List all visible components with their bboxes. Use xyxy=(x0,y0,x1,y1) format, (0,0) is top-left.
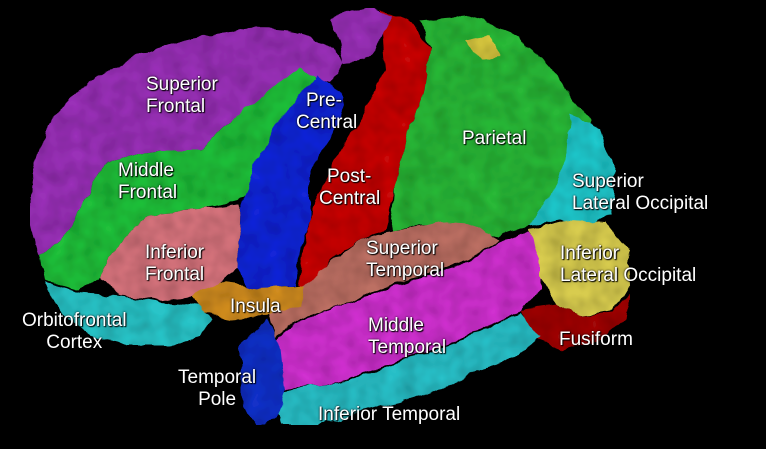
label-parietal: Parietal xyxy=(462,128,526,150)
label-middle-frontal-line2: Frontal xyxy=(118,182,178,203)
label-superior-frontal-line1: Superior xyxy=(146,74,218,95)
label-inferior-temporal: Inferior Temporal xyxy=(318,404,460,426)
region-orbitofrontal xyxy=(45,282,215,345)
label-orbitofrontal-line2: Cortex xyxy=(46,332,103,353)
label-inferior-frontal: Inferior Frontal xyxy=(145,242,204,286)
label-insula: Insula xyxy=(230,296,281,318)
label-temporal-pole-line1: Temporal xyxy=(178,367,257,388)
label-superior-lateral-occipital-line1: Superior xyxy=(572,171,644,192)
label-middle-temporal-line1: Middle xyxy=(368,315,424,336)
label-inferior-temporal-line1: Inferior Temporal xyxy=(318,404,461,425)
label-middle-frontal-line1: Middle xyxy=(118,160,174,181)
label-inferior-frontal-line1: Inferior xyxy=(145,242,205,263)
label-postcentral: Post- Central xyxy=(319,166,380,210)
label-precentral-line1: Pre- xyxy=(306,90,342,111)
region-inferior-lateral-occipital xyxy=(530,220,630,315)
region-middle-temporal xyxy=(275,230,540,390)
label-superior-frontal: Superior Frontal xyxy=(146,74,218,118)
label-precentral-line2: Central xyxy=(296,112,358,133)
label-superior-lateral-occipital-line2: Lateral Occipital xyxy=(572,193,709,214)
region-yellow-patch-top xyxy=(465,35,500,62)
label-fusiform-line1: Fusiform xyxy=(559,329,633,350)
label-superior-temporal: Superior Temporal xyxy=(366,238,444,282)
label-middle-temporal: Middle Temporal xyxy=(368,315,446,359)
label-inferior-lateral-occipital-line1: Inferior xyxy=(560,243,620,264)
label-postcentral-line1: Post- xyxy=(327,166,372,187)
region-precentral xyxy=(238,75,345,290)
region-temporal-pole xyxy=(240,320,285,425)
label-middle-temporal-line2: Temporal xyxy=(368,337,447,358)
region-middle-frontal xyxy=(40,70,318,290)
label-superior-lateral-occipital: Superior Lateral Occipital xyxy=(572,171,708,215)
region-fusiform xyxy=(520,295,628,350)
label-precentral: Pre- Central xyxy=(296,90,357,134)
label-postcentral-line2: Central xyxy=(319,188,381,209)
label-fusiform: Fusiform xyxy=(559,329,633,351)
region-inferior-temporal xyxy=(270,312,540,425)
label-orbitofrontal-line1: Orbitofrontal xyxy=(22,310,127,331)
region-superior-lateral-occipital xyxy=(530,115,615,225)
label-orbitofrontal: Orbitofrontal Cortex xyxy=(22,310,127,354)
label-insula-line1: Insula xyxy=(230,296,281,317)
label-temporal-pole-line2: Pole xyxy=(198,389,237,410)
label-temporal-pole: Temporal Pole xyxy=(178,367,256,411)
label-inferior-lateral-occipital-line2: Lateral Occipital xyxy=(560,265,697,286)
region-inferior-frontal xyxy=(100,205,240,300)
region-parietal xyxy=(390,15,590,235)
label-superior-temporal-line1: Superior xyxy=(366,238,438,259)
region-insula xyxy=(190,282,305,318)
region-paracentral xyxy=(330,8,390,62)
label-inferior-lateral-occipital: Inferior Lateral Occipital xyxy=(560,243,696,287)
label-parietal-line1: Parietal xyxy=(462,128,527,149)
label-inferior-frontal-line2: Frontal xyxy=(145,264,205,285)
region-postcentral xyxy=(298,10,430,285)
region-superior-frontal xyxy=(30,28,345,256)
label-middle-frontal: Middle Frontal xyxy=(118,160,177,204)
label-superior-frontal-line2: Frontal xyxy=(146,96,206,117)
region-superior-temporal xyxy=(268,222,500,335)
label-superior-temporal-line2: Temporal xyxy=(366,260,445,281)
